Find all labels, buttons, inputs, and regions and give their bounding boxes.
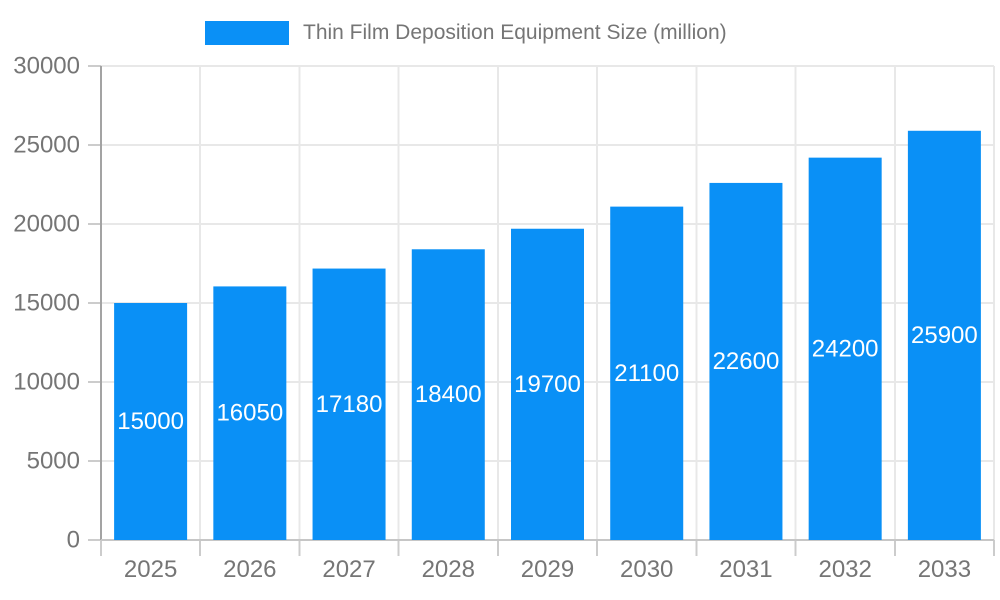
x-axis-tick-label: 2025 (124, 556, 177, 583)
bar-value-label: 15000 (117, 408, 184, 435)
bar[interactable] (610, 206, 684, 540)
y-axis-tick-label: 10000 (13, 369, 80, 396)
legend-swatch (205, 21, 289, 45)
bar[interactable] (213, 286, 287, 540)
bar[interactable] (312, 268, 386, 540)
x-axis-tick-label: 2026 (223, 556, 276, 583)
bar-value-label: 17180 (316, 391, 383, 418)
bar-value-label: 18400 (415, 381, 482, 408)
bar-value-label: 16050 (216, 400, 283, 427)
bar-value-label: 21100 (614, 360, 679, 387)
legend-item[interactable]: Thin Film Deposition Equipment Size (mil… (205, 21, 727, 45)
bar[interactable] (114, 303, 188, 540)
y-axis-tick-label: 20000 (13, 211, 80, 238)
x-axis-tick-label: 2031 (719, 556, 772, 583)
x-axis-tick-label: 2030 (620, 556, 673, 583)
bar[interactable] (511, 228, 584, 541)
legend-label: Thin Film Deposition Equipment Size (mil… (303, 21, 727, 44)
x-axis-tick-label: 2033 (918, 556, 971, 583)
bar[interactable] (907, 130, 981, 540)
bar-value-label: 19700 (514, 371, 581, 398)
y-axis-tick-label: 30000 (13, 53, 80, 80)
bar-value-label: 22600 (713, 348, 780, 375)
bar[interactable] (411, 249, 485, 540)
x-axis-tick-label: 2028 (422, 556, 475, 583)
y-axis-tick-label: 5000 (27, 448, 80, 475)
y-axis-tick-label: 15000 (13, 290, 80, 317)
x-axis-tick-label: 2029 (521, 556, 574, 583)
bar[interactable] (709, 182, 783, 541)
x-axis-tick-label: 2032 (818, 556, 871, 583)
bar-value-label: 25900 (911, 322, 978, 349)
bar[interactable] (808, 157, 882, 540)
x-axis-tick-label: 2027 (322, 556, 375, 583)
bar-value-label: 24200 (812, 335, 879, 362)
y-axis-tick-label: 25000 (13, 132, 80, 159)
y-axis-tick-label: 0 (67, 527, 80, 554)
